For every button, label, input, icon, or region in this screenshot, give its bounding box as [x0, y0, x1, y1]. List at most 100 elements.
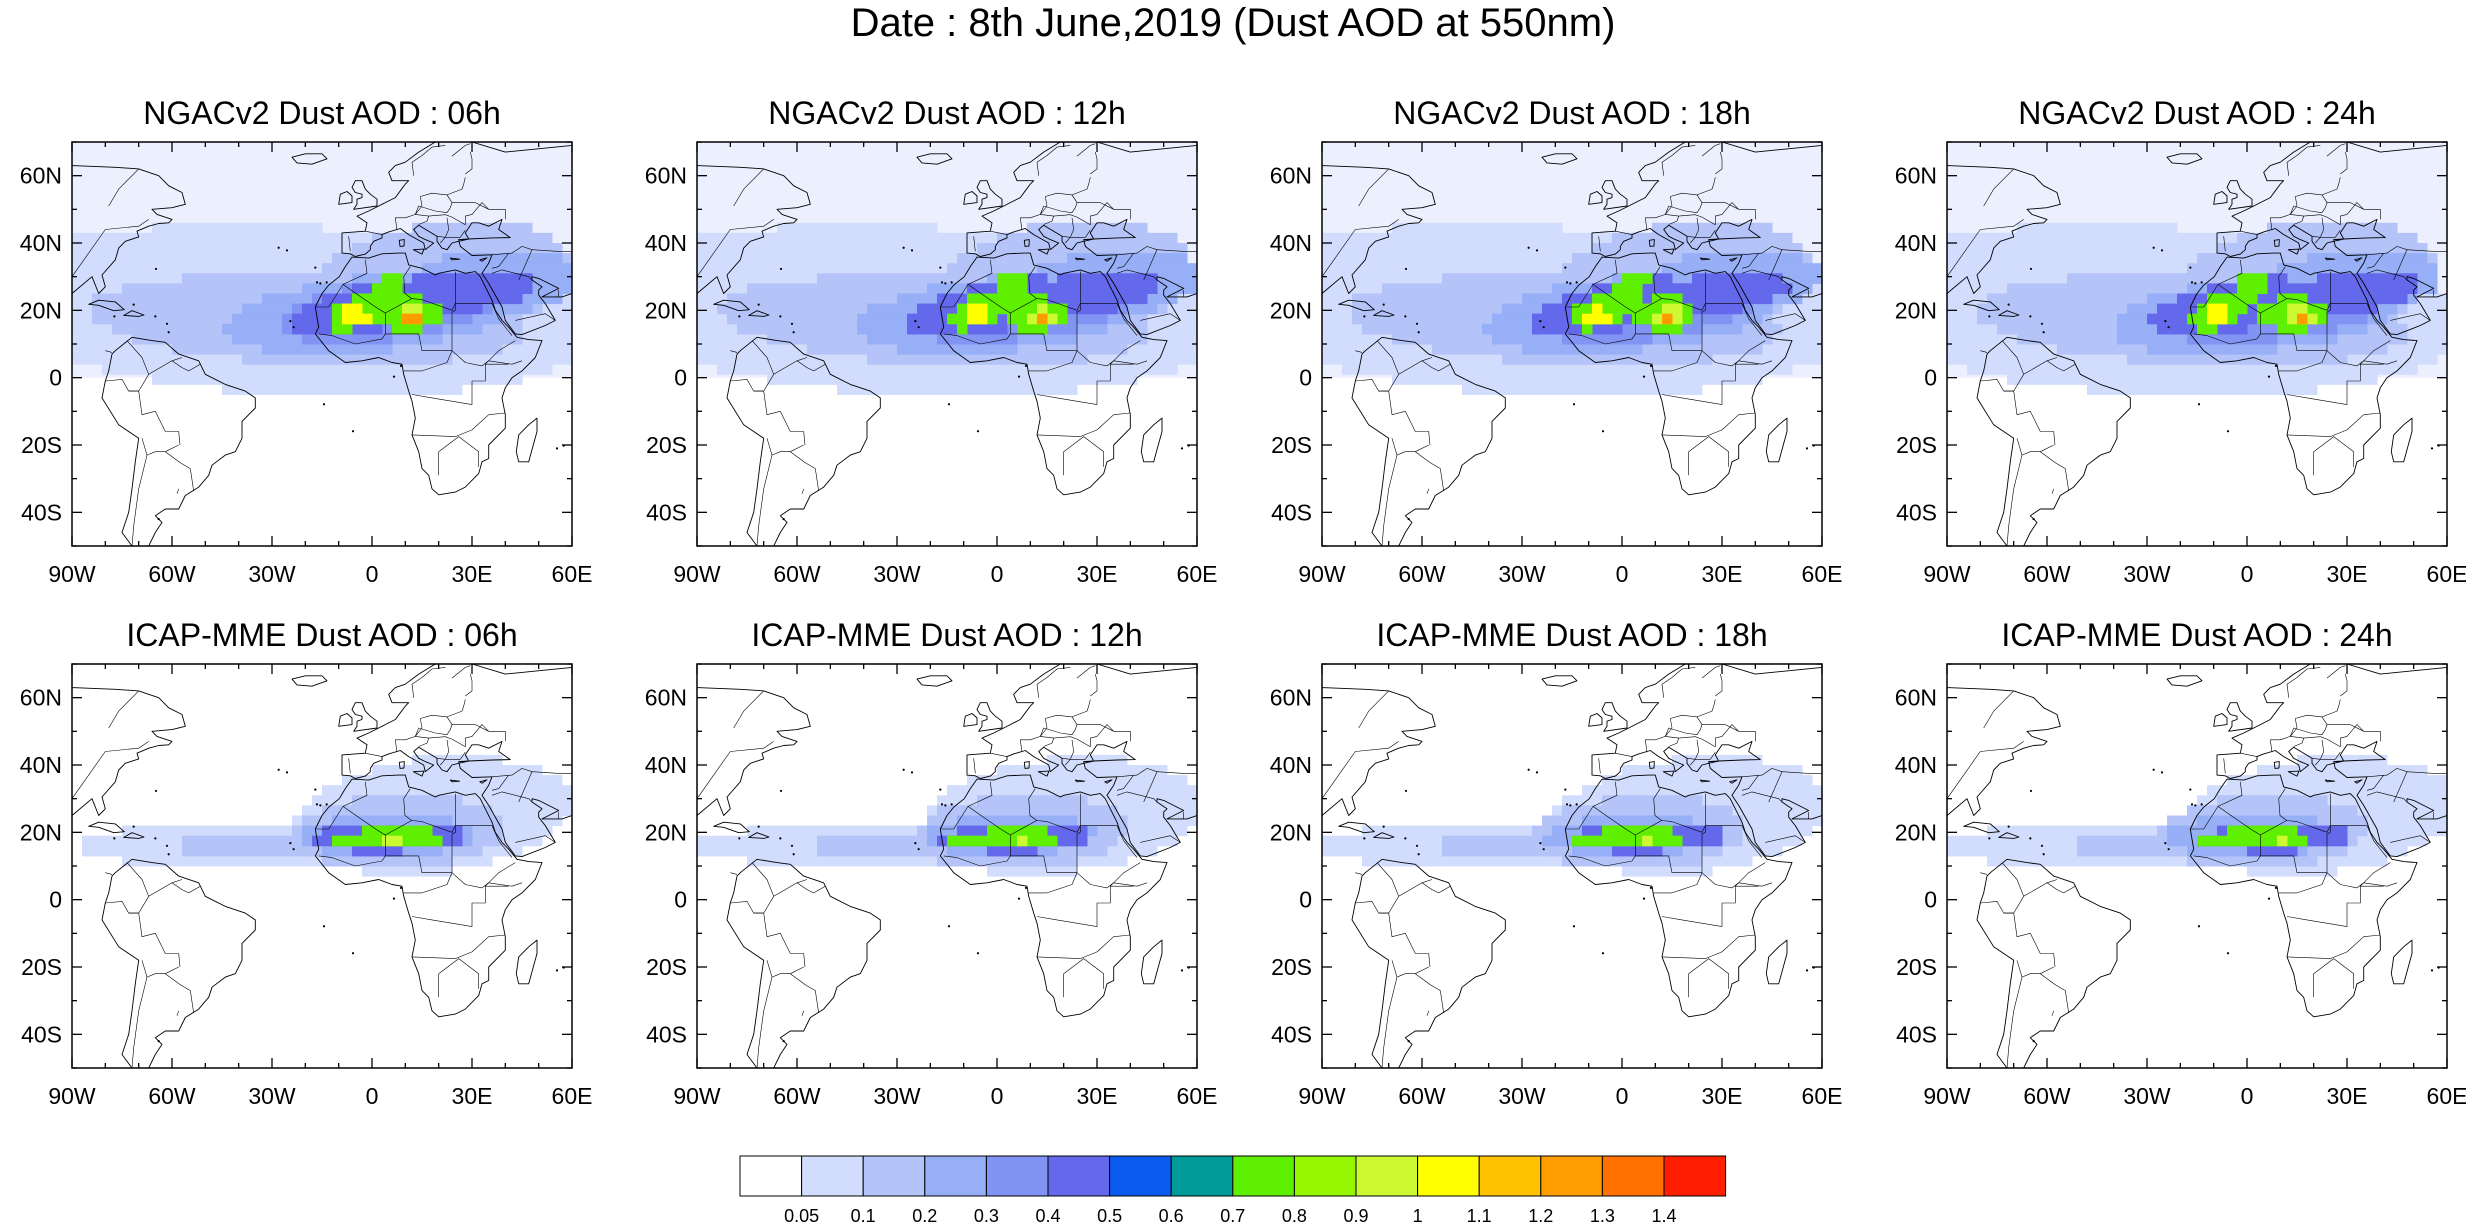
island-marker [351, 952, 355, 955]
colorbar-swatch [1047, 1155, 1111, 1197]
country-border [1070, 230, 1091, 238]
panel-title: NGACv2 Dust AOD : 24h [2018, 95, 2375, 131]
island-marker [157, 1039, 160, 1043]
island-marker [1649, 364, 1653, 367]
lat-tick-label: 60N [645, 163, 687, 189]
aod-cell [1572, 835, 1683, 847]
country-border [446, 699, 466, 718]
dust-aod-field [1322, 142, 1822, 395]
country-border [414, 205, 448, 217]
country-border [2046, 360, 2076, 372]
colorbar-swatch [985, 1155, 1049, 1197]
island-marker [917, 326, 920, 329]
country-border [2313, 436, 2354, 476]
aod-cell [1027, 273, 1048, 284]
aod-cell [1987, 825, 2318, 837]
country-border [1036, 934, 1131, 959]
country-border [2393, 771, 2447, 803]
lat-tick-label: 40N [1270, 752, 1312, 778]
country-border [1695, 217, 1699, 238]
aod-cell [2187, 855, 2318, 867]
island-marker [2164, 320, 2167, 323]
island-marker [902, 768, 905, 771]
country-border [446, 177, 466, 196]
aod-cell [1947, 253, 2368, 264]
colorbar-swatch [1663, 1155, 1727, 1197]
coastline-namerica [72, 687, 186, 816]
country-border [1381, 438, 1398, 546]
coastline-ireland [338, 713, 353, 727]
country-border [730, 379, 764, 392]
coastline-africa [939, 252, 1168, 496]
country-border [733, 168, 764, 207]
country-border [1355, 350, 1363, 353]
country-border [394, 196, 423, 231]
island-marker [351, 430, 355, 433]
coastline-ireland [1588, 713, 1603, 727]
coastline-cyprus [2354, 779, 2363, 784]
island-marker [2194, 282, 2197, 285]
aod-cell [2297, 313, 2308, 325]
island-marker [2152, 768, 2155, 771]
lat-tick-label: 0 [1924, 887, 1937, 913]
country-border [385, 333, 523, 367]
country-border [491, 791, 533, 803]
coastline-cyprus [479, 779, 488, 784]
country-border [1116, 303, 1138, 336]
country-border [967, 266, 1037, 314]
country-border [1715, 152, 1723, 175]
colorbar-swatch [862, 1155, 926, 1197]
country-border [365, 230, 383, 235]
country-border [2295, 192, 2328, 213]
aod-cell [72, 263, 533, 274]
aod-cell [2007, 283, 2308, 294]
coastline-sicily [1037, 248, 1050, 255]
country-border [1615, 230, 1633, 235]
coastline-iceland [291, 675, 328, 687]
country-border [1980, 350, 1988, 353]
aod-cell [937, 855, 1078, 867]
island-marker [154, 837, 157, 840]
coastline-iceland [2166, 675, 2203, 687]
lat-tick-label: 40S [1896, 1021, 1937, 1047]
country-border [990, 230, 1008, 235]
aod-cell [1037, 303, 1048, 315]
lon-tick-label: 60E [1802, 1083, 1843, 1109]
axis-ticks [1946, 663, 2448, 1069]
coastline-crete [449, 779, 461, 783]
coastline-europe [966, 664, 1197, 858]
colorbar-label: 0.4 [1035, 1206, 1060, 1222]
lat-tick-label: 20N [645, 297, 687, 323]
island-marker [165, 322, 169, 325]
aod-cell [1057, 303, 1118, 315]
country-border [2320, 739, 2324, 760]
aod-cell [2217, 795, 2328, 806]
coastline-cyprus [1729, 779, 1738, 784]
coastline-africa [2189, 252, 2418, 496]
colorbar-label: 0.1 [851, 1206, 876, 1222]
aod-cell [1442, 835, 1613, 847]
panel-title: NGACv2 Dust AOD : 18h [1393, 95, 1750, 131]
country-border [420, 192, 453, 213]
colorbar: 0.05 0.1 0.2 0.3 0.4 0.5 0.6 0.7 0.8 0.9 1 1.1 1.2 1.… [739, 1155, 1727, 1222]
aod-cell [322, 785, 572, 796]
island-marker [2226, 952, 2230, 955]
aod-cell [1592, 283, 1703, 294]
island-marker [940, 803, 944, 806]
country-border [1598, 758, 1601, 774]
coastline-sicily [412, 248, 425, 255]
lat-tick-label: 20S [1896, 432, 1937, 458]
lon-tick-label: 90W [673, 1083, 721, 1109]
map-panel: 90W 60W 30W 0 30E 60E 60N 40N 20N 0 20S 40S NGACv2 D… [645, 95, 1218, 587]
coastline-europe [966, 142, 1197, 336]
island-marker [314, 266, 317, 269]
country-border [1388, 391, 1431, 446]
island-marker [2430, 969, 2434, 972]
island-marker [2197, 925, 2201, 928]
country-border [1388, 913, 1431, 968]
coastline-namerica [697, 165, 811, 294]
lon-tick-label: 90W [48, 561, 96, 587]
island-marker [1564, 788, 1567, 791]
island-marker [1649, 886, 1653, 889]
island-marker [2040, 322, 2044, 325]
